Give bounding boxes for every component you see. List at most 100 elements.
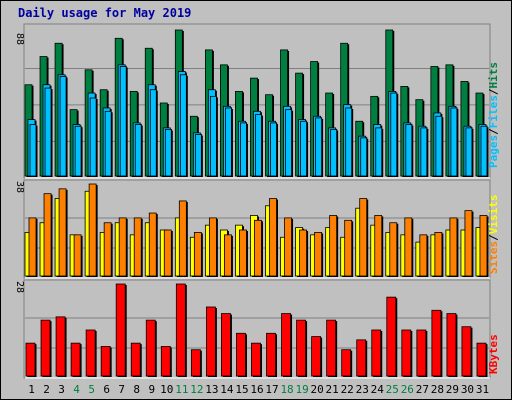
x-label-day: 8	[133, 383, 140, 396]
legend-hits: Hits	[487, 62, 500, 89]
x-label-day: 2	[43, 383, 50, 396]
kbytes-bar	[296, 319, 306, 377]
y-max-label-kbytes: 28	[14, 281, 25, 293]
pages-bar	[119, 66, 127, 177]
kbytes-bar	[281, 313, 291, 377]
kbytes-bar	[100, 346, 111, 377]
kbytes-bar	[130, 342, 141, 377]
y-ticks: 88 38 28	[14, 33, 25, 293]
kbytes-bar	[341, 349, 352, 377]
sites-bar	[314, 232, 323, 277]
sites-bar	[103, 222, 112, 277]
x-label-day: 11	[175, 383, 188, 396]
kbytes-bar	[115, 283, 126, 377]
x-label-day: 22	[341, 383, 354, 396]
kbytes-bar	[266, 332, 276, 377]
pages-bar	[285, 109, 292, 177]
pages-bar	[315, 117, 323, 177]
pages-bar	[149, 89, 157, 177]
x-label-day: 20	[311, 383, 324, 396]
kbytes-bar	[476, 342, 487, 377]
sites-bar	[58, 188, 67, 277]
x-label-day: 21	[326, 383, 339, 396]
pages-bar	[164, 129, 172, 177]
pages-bar	[29, 124, 37, 177]
sites-bar	[359, 198, 368, 277]
kbytes-bar	[160, 346, 171, 377]
pages-bar	[255, 114, 262, 177]
x-label-day: 31	[476, 383, 489, 396]
sites-bar	[163, 229, 172, 277]
sites-bar	[299, 229, 307, 277]
sites-bar	[269, 198, 277, 277]
pages-bar	[240, 122, 247, 177]
kbytes-bar	[221, 313, 231, 377]
x-label-day: 7	[118, 383, 125, 396]
kbytes-bar	[190, 349, 201, 377]
legend-pages: Pages	[487, 135, 500, 168]
legend-sep-3: /	[487, 234, 500, 241]
legend-sep-2: /	[487, 88, 500, 95]
x-label-day: 6	[103, 383, 110, 396]
x-label-day: 28	[431, 383, 444, 396]
sites-bar	[224, 234, 232, 277]
pages-bar	[134, 124, 142, 177]
kbytes-bar	[386, 296, 397, 377]
pages-bar	[179, 74, 187, 177]
sites-bar	[148, 212, 157, 277]
y-max-label-hits: 88	[14, 33, 25, 45]
sites-bar	[208, 217, 217, 277]
x-label-day: 1	[28, 383, 35, 396]
pages-bar	[89, 97, 97, 177]
kbytes-bar	[85, 329, 96, 377]
x-label-day: 25	[386, 383, 399, 396]
sites-bar	[239, 229, 247, 277]
x-label-day: 23	[356, 383, 369, 396]
sites-bar	[28, 217, 37, 277]
legend-sep-1: /	[487, 128, 500, 135]
pages-bar	[420, 127, 428, 177]
x-label-day: 26	[401, 383, 414, 396]
x-label-day: 27	[416, 383, 429, 396]
x-label-day: 12	[190, 383, 203, 396]
x-label-day: 19	[295, 383, 308, 396]
kbytes-bar	[446, 313, 457, 377]
sites-bar	[449, 217, 458, 277]
kbytes-bar	[431, 309, 442, 377]
legend-kbytes: KBytes	[487, 334, 500, 374]
x-label-day: 10	[160, 383, 173, 396]
x-label-day: 9	[148, 383, 155, 396]
x-label-day: 17	[265, 383, 278, 396]
bars	[24, 29, 489, 377]
x-label-day: 15	[235, 383, 248, 396]
kbytes-bar	[401, 329, 412, 377]
sites-bar	[284, 217, 292, 277]
sites-bar	[88, 183, 97, 277]
kbytes-bar	[236, 332, 246, 377]
kbytes-bar	[326, 319, 337, 377]
sites-bar	[254, 219, 262, 277]
kbytes-bar	[461, 326, 472, 377]
x-label-day: 14	[220, 383, 234, 396]
x-label-day: 13	[205, 383, 218, 396]
x-label-day: 4	[73, 383, 80, 396]
pages-bar	[209, 95, 217, 177]
pages-bar	[194, 134, 202, 177]
x-label-day: 29	[446, 383, 459, 396]
pages-bar	[104, 110, 112, 177]
chart-title: Daily usage for May 2019	[18, 6, 192, 20]
legend-sites-visits: Sites/Visits	[487, 195, 500, 275]
pages-bar	[300, 120, 307, 177]
legend-visits: Visits	[487, 195, 500, 235]
x-label-day: 24	[371, 383, 385, 396]
pages-bar	[435, 115, 443, 177]
pages-bar	[450, 107, 458, 177]
pages-bar	[345, 107, 353, 177]
pages-bar	[405, 124, 413, 177]
pages-bar	[330, 129, 338, 177]
pages-bar	[375, 127, 383, 177]
legend-hits-files-pages: Pages/Files/Hits	[487, 62, 500, 168]
legend-files: Files	[487, 95, 500, 128]
x-label-day: 3	[58, 383, 65, 396]
